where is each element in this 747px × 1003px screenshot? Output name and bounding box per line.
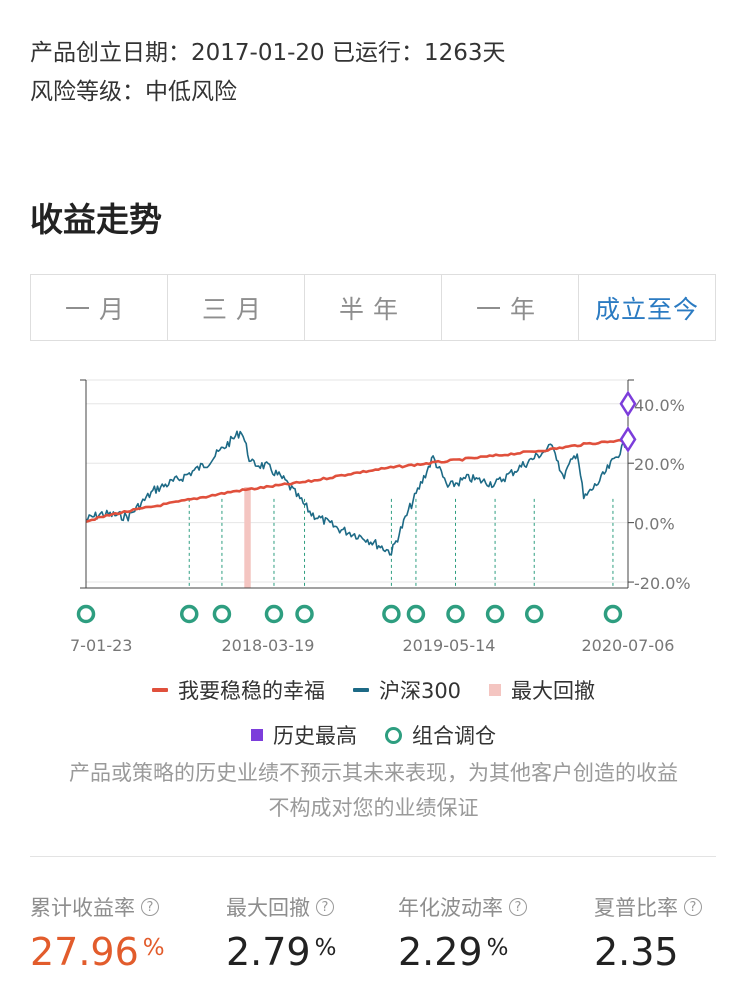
legend-history-high[interactable]: 历史最高 [251, 720, 357, 750]
help-icon[interactable]: ? [316, 898, 334, 916]
x-tick-label: 2020-07-06 [582, 636, 675, 655]
history-high-marker [619, 426, 637, 453]
disclaimer-text: 产品或策略的历史业绩不预示其未来表现，为其他客户创造的收益不构成对您的业绩保证 [69, 761, 678, 820]
history-high-swatch [251, 729, 263, 741]
x-tick-label: 2019-05-14 [403, 636, 496, 655]
drawdown-layer [244, 486, 251, 588]
drawdown-swatch [489, 684, 502, 696]
stat-annual-volatility: 年化波动率? 2.29% [398, 892, 527, 974]
stat-max-drawdown: 最大回撤? 2.79% [226, 892, 336, 974]
rebalance-marker [382, 604, 401, 624]
rebalance-marker [406, 604, 426, 624]
section-title: 收益走势 [30, 200, 162, 239]
stat-sharpe-ratio: 夏普比率? 2.35 [594, 892, 702, 974]
tab-one-year[interactable]: 一年 [442, 275, 579, 340]
legend-index[interactable]: 沪深300 [352, 675, 462, 705]
y-tick-label: 20.0% [634, 455, 685, 474]
rebalance-marker [179, 604, 199, 624]
x-tick-label: 7-01-23 [70, 636, 132, 655]
stat-value: 2.79 [226, 930, 311, 974]
rebalance-marker [212, 604, 232, 624]
rebalance-marker [485, 604, 505, 624]
rebalance-guides [85, 498, 614, 588]
rebalance-marker [295, 604, 314, 624]
tab-since-inception[interactable]: 成立至今 [594, 294, 699, 324]
y-tick-label: 0.0% [634, 515, 675, 534]
legend-row-1: 我要稳稳的幸福 沪深300 最大回撤 [0, 675, 747, 705]
period-tabs: 一月 三月 半年 一年 成立至今 [30, 274, 716, 341]
y-tick-label: 40.0% [634, 396, 685, 415]
legend-drawdown[interactable]: 最大回撤 [489, 675, 595, 705]
legend-rebalance-label: 组合调仓 [412, 724, 496, 748]
portfolio-line [85, 438, 629, 524]
stat-cumulative-return: 累计收益率? 27.96% [30, 892, 165, 974]
help-icon[interactable]: ? [141, 898, 159, 916]
index-swatch [352, 688, 369, 692]
chart-axes [80, 379, 634, 589]
stat-unit: % [314, 935, 337, 961]
index-line [86, 430, 629, 556]
help-icon[interactable]: ? [684, 898, 702, 916]
tab-three-months[interactable]: 三月 [168, 275, 305, 340]
stat-unit: % [486, 935, 509, 961]
rebalance-marker [603, 604, 623, 624]
legend-rebalance[interactable]: 组合调仓 [385, 720, 496, 750]
max-drawdown-band [244, 486, 251, 588]
rebalance-marker [446, 604, 465, 624]
stat-value: 2.29 [398, 930, 483, 974]
history-high-marker [619, 390, 637, 418]
stat-label: 夏普比率 [594, 896, 678, 920]
stat-label: 最大回撤 [226, 896, 310, 920]
tab-half-year[interactable]: 半年 [305, 275, 442, 340]
stat-value: 27.96 [30, 930, 139, 974]
marker-layer [76, 390, 637, 624]
established-date: 2017-01-20 [191, 40, 325, 66]
risk-label: 风险等级： [30, 79, 145, 105]
portfolio-swatch [151, 688, 168, 692]
product-info-line: 产品创立日期：2017-01-20 已运行：1263天 [30, 33, 506, 67]
return-trend-chart[interactable]: 40.0% 20.0% 0.0% -20.0% 7-01-23 2018-03-19 201… [0, 365, 747, 665]
series-layer [85, 430, 629, 556]
legend-portfolio[interactable]: 我要稳稳的幸福 [151, 675, 325, 705]
rebalance-marker [264, 604, 284, 624]
tick-labels: 40.0% 20.0% 0.0% -20.0% 7-01-23 2018-03-19 201… [70, 396, 691, 655]
rebalance-marker [524, 604, 544, 624]
running-label: 已运行： [331, 40, 424, 66]
legend-row-2: 历史最高 组合调仓 [0, 720, 747, 750]
stat-value: 2.35 [594, 930, 679, 974]
rebalance-marker [76, 604, 96, 624]
divider [30, 856, 716, 857]
help-icon[interactable]: ? [509, 898, 527, 916]
x-tick-label: 2018-03-19 [222, 636, 315, 655]
stat-label: 年化波动率 [398, 896, 503, 920]
legend-drawdown-label: 最大回撤 [511, 679, 596, 703]
legend-history-high-label: 历史最高 [273, 724, 357, 748]
legend-index-label: 沪深300 [378, 679, 462, 703]
chart-grid [86, 379, 628, 583]
running-days: 1263天 [423, 40, 506, 66]
stat-label: 累计收益率 [30, 896, 135, 920]
rebalance-swatch [385, 726, 402, 744]
established-label: 产品创立日期： [30, 40, 191, 66]
risk-value: 中低风险 [145, 79, 237, 105]
y-tick-label: -20.0% [634, 574, 691, 593]
tab-one-month[interactable]: 一月 [31, 275, 168, 340]
risk-info-line: 风险等级：中低风险 [30, 72, 237, 106]
legend-portfolio-label: 我要稳稳的幸福 [177, 679, 325, 703]
stat-unit: % [142, 935, 165, 961]
